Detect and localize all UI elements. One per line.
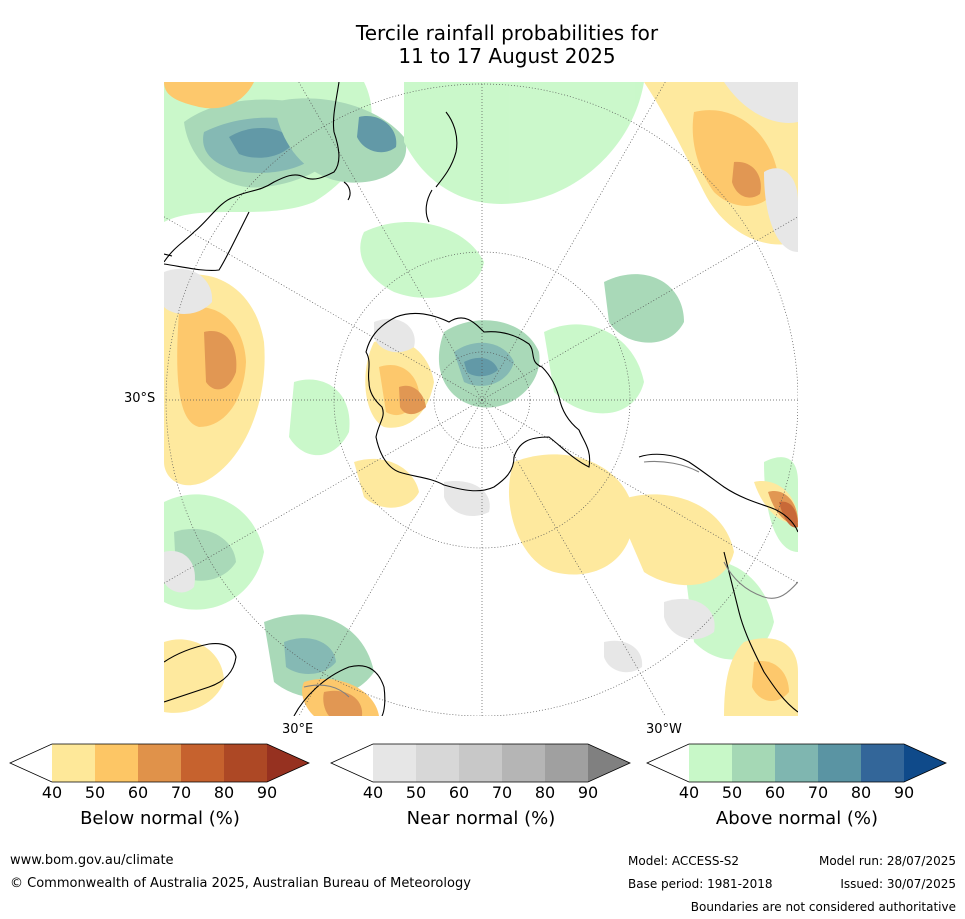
south-america-coast xyxy=(638,453,798,713)
below-tick-50: 50 xyxy=(84,783,106,802)
copyright-notice: © Commonwealth of Australia 2025, Austra… xyxy=(10,876,471,891)
boundary-disclaimer: Boundaries are not considered authoritat… xyxy=(690,900,956,914)
below-tick-60: 60 xyxy=(127,783,149,802)
near-low-extend xyxy=(331,744,373,782)
above-high-extend xyxy=(904,744,946,782)
below-outline xyxy=(9,743,310,783)
near-swatch-3 xyxy=(502,744,545,782)
new-zealand-coast xyxy=(425,111,458,223)
rainfall-shading xyxy=(164,82,798,716)
above-tick-40: 40 xyxy=(678,783,700,802)
below-swatch-4 xyxy=(224,744,267,782)
colorbar-near-title: Near normal (%) xyxy=(406,808,556,829)
colorbar-above-normal-svg xyxy=(646,743,947,783)
grey-boundary xyxy=(303,460,798,698)
longitude-label-30w: 30°W xyxy=(646,722,682,737)
model-run-date: Model run: 28/07/2025 xyxy=(818,854,956,868)
colorbar-below-normal xyxy=(9,743,310,783)
near-swatch-2 xyxy=(459,744,502,782)
chart-title-line-1: Tercile rainfall probabilities for xyxy=(355,21,659,45)
above-swatch-3 xyxy=(818,744,861,782)
above-tick-60: 60 xyxy=(764,783,786,802)
chart-title-line-2: 11 to 17 August 2025 xyxy=(398,44,616,68)
graticule xyxy=(164,82,798,716)
above-swatch-2 xyxy=(775,744,818,782)
below-swatch-2 xyxy=(138,744,181,782)
africa-coast xyxy=(164,643,386,716)
coastlines xyxy=(164,82,798,716)
website-link[interactable]: www.bom.gov.au/climate xyxy=(10,853,174,868)
near-tick-60: 60 xyxy=(448,783,470,802)
above-swatch-0 xyxy=(689,744,732,782)
above-tick-50: 50 xyxy=(721,783,743,802)
above-tick-80: 80 xyxy=(850,783,872,802)
near-outline xyxy=(330,743,631,783)
longitude-label-30e: 30°E xyxy=(282,722,314,737)
below-tick-80: 80 xyxy=(213,783,235,802)
near-swatch-0 xyxy=(373,744,416,782)
map-canvas xyxy=(164,82,798,716)
model-name: Model: ACCESS-S2 xyxy=(628,854,740,868)
near-tick-80: 80 xyxy=(534,783,556,802)
antarctica-coast xyxy=(365,312,591,492)
base-period: Base period: 1981-2018 xyxy=(628,877,773,891)
near-swatch-4 xyxy=(545,744,588,782)
below-swatch-3 xyxy=(181,744,224,782)
below-tick-90: 90 xyxy=(256,783,278,802)
below-high-extend xyxy=(267,744,309,782)
near-tick-70: 70 xyxy=(491,783,513,802)
below-tick-70: 70 xyxy=(170,783,192,802)
australia-coast xyxy=(164,82,340,271)
near-tick-90: 90 xyxy=(577,783,599,802)
latitude-label-30s: 30°S xyxy=(124,391,156,406)
below-tick-40: 40 xyxy=(41,783,63,802)
above-low-extend xyxy=(647,744,689,782)
above-outline xyxy=(646,743,947,783)
below-swatch-0 xyxy=(52,744,95,782)
above-swatch-1 xyxy=(732,744,775,782)
colorbar-below-normal-svg xyxy=(9,743,310,783)
probability-map[interactable] xyxy=(164,82,798,716)
above-tick-70: 70 xyxy=(807,783,829,802)
near-tick-50: 50 xyxy=(405,783,427,802)
colorbar-above-title: Above normal (%) xyxy=(715,808,879,829)
colorbar-below-title: Below normal (%) xyxy=(80,808,240,829)
colorbar-above-normal xyxy=(646,743,947,783)
below-low-extend xyxy=(10,744,52,782)
above-swatch-4 xyxy=(861,744,904,782)
below-swatch-1 xyxy=(95,744,138,782)
near-swatch-1 xyxy=(416,744,459,782)
colorbar-near-normal-svg xyxy=(330,743,631,783)
colorbar-near-normal xyxy=(330,743,631,783)
near-high-extend xyxy=(588,744,630,782)
above-tick-90: 90 xyxy=(893,783,915,802)
issued-date: Issued: 30/07/2025 xyxy=(840,877,956,891)
near-tick-40: 40 xyxy=(362,783,384,802)
